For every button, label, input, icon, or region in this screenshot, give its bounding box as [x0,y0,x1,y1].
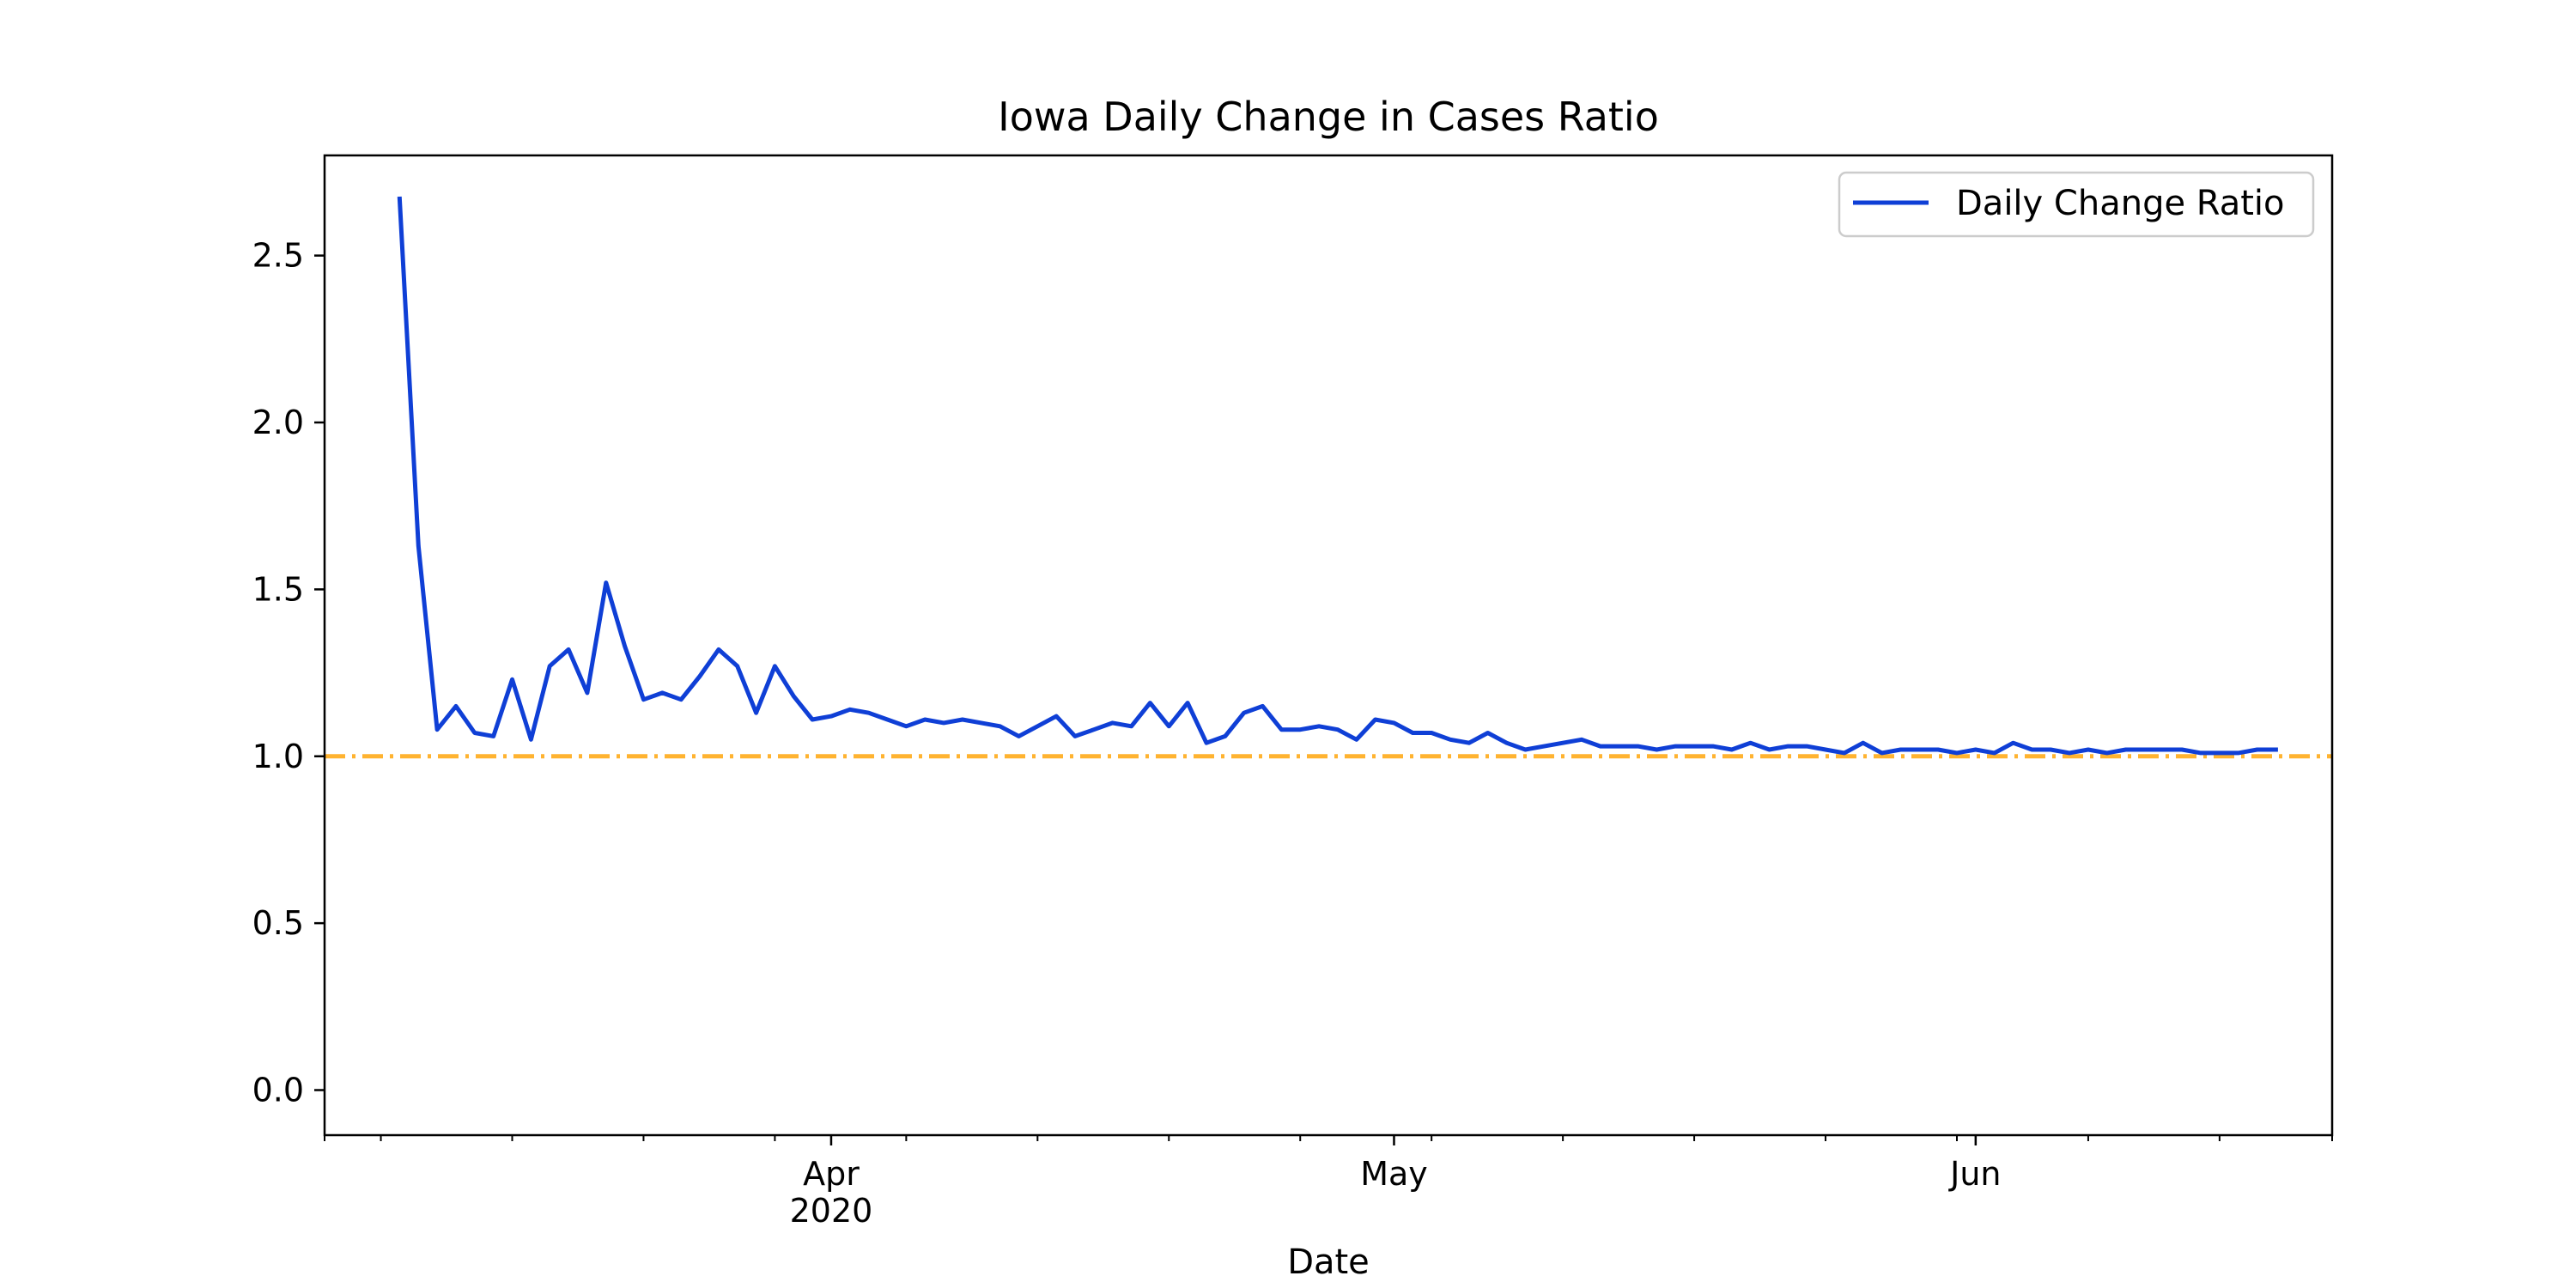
x-axis-title: Date [1287,1242,1370,1282]
series-line-0 [397,196,2278,756]
y-tick-label: 0.0 [252,1072,304,1109]
chart-title: Iowa Daily Change in Cases Ratio [998,94,1659,140]
plot-area [325,196,2332,759]
x-tick-label: Jun [1948,1155,2001,1193]
x-tick-label: 2020 [790,1192,873,1230]
legend-label-daily-change-ratio: Daily Change Ratio [1956,184,2284,223]
y-axis: 0.0 0.5 1.0 1.5 2.0 2.5 [252,237,325,1109]
legend-box [1838,171,2315,238]
y-tick-label: 2.0 [252,404,304,441]
y-tick-label: 1.0 [252,738,304,775]
y-tick-label: 1.5 [252,570,304,608]
y-tick-label: 2.5 [252,237,304,275]
x-tick-label: May [1360,1155,1428,1193]
plot-frame [323,154,2334,1137]
x-tick-label: Apr [803,1155,860,1193]
y-tick-label: 0.5 [252,904,304,942]
legend: Daily Change Ratio [1838,171,2315,238]
